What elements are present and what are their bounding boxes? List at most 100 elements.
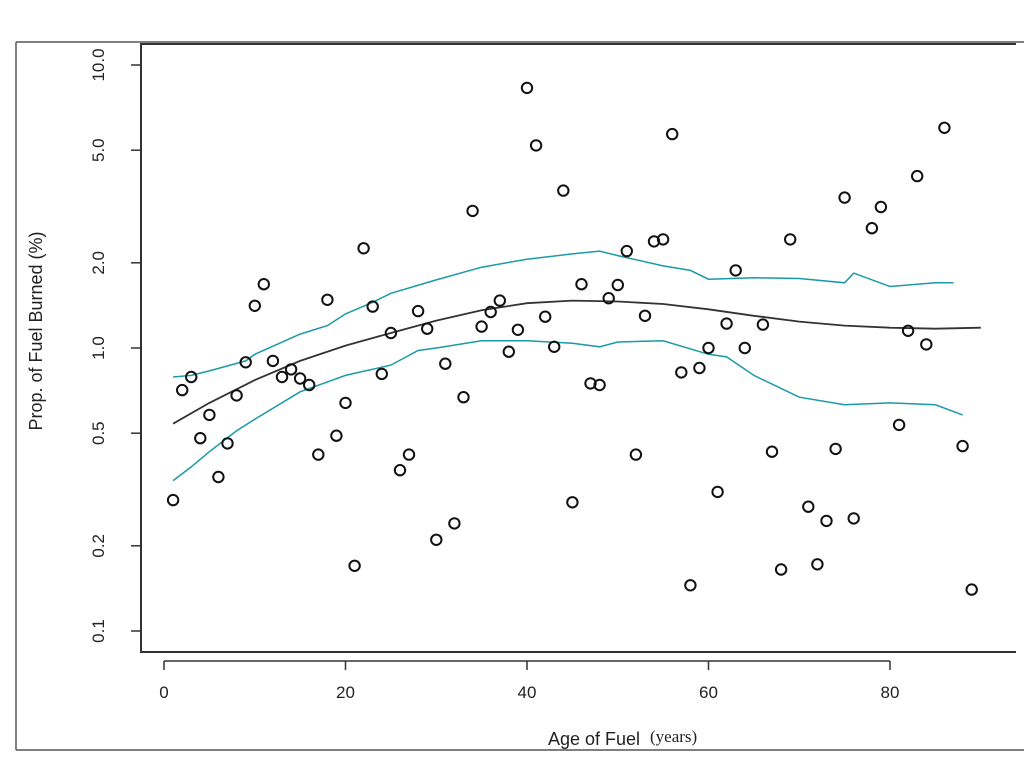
data-point <box>684 579 697 592</box>
data-point <box>239 356 252 369</box>
data-point <box>656 233 670 246</box>
data-point <box>384 326 398 340</box>
x-tick-label: 0 <box>159 683 168 702</box>
data-point <box>321 293 334 306</box>
y-tick-label: 10.0 <box>89 48 108 81</box>
y-tick-label: 5.0 <box>89 138 108 162</box>
data-point <box>266 354 280 368</box>
data-point <box>284 363 298 376</box>
data-point <box>511 323 525 336</box>
data-point <box>602 292 615 305</box>
data-point <box>303 378 316 392</box>
data-point <box>411 304 425 318</box>
data-point <box>720 317 733 330</box>
x-axis: 0 20 40 60 80 <box>159 660 900 702</box>
data-point <box>357 242 370 255</box>
data-point <box>275 370 289 384</box>
data-point <box>666 127 679 141</box>
data-point <box>811 558 824 571</box>
data-point <box>166 493 180 507</box>
data-point <box>230 389 243 402</box>
x-axis-unit: (years) <box>650 727 697 746</box>
confidence-band <box>172 250 963 482</box>
data-point <box>802 500 815 513</box>
data-point <box>557 184 570 197</box>
data-point <box>829 442 842 456</box>
data-point <box>784 233 797 246</box>
data-point <box>892 418 906 432</box>
data-point <box>693 361 706 375</box>
data-point <box>593 378 606 392</box>
y-axis: 0.1 0.2 0.5 1.0 2.0 5.0 10.0 <box>89 48 142 643</box>
data-point <box>566 496 579 509</box>
data-point <box>439 357 452 370</box>
data-point <box>402 448 416 461</box>
data-point <box>520 81 534 95</box>
data-point <box>575 278 588 291</box>
data-point <box>711 485 724 499</box>
data-point <box>475 320 488 333</box>
data-point <box>203 408 216 422</box>
data-point <box>901 324 915 337</box>
upper-confidence-line <box>173 250 954 378</box>
lower-confidence-line <box>172 340 963 482</box>
data-point <box>484 305 497 319</box>
data-point <box>911 169 924 183</box>
data-point <box>847 512 860 525</box>
data-point <box>339 396 352 410</box>
data-point <box>702 341 715 355</box>
data-point <box>820 514 833 528</box>
data-point <box>838 191 851 204</box>
y-axis-title: Prop. of Fuel Burned (%) <box>26 231 46 430</box>
data-point <box>348 559 361 572</box>
data-point <box>185 370 198 384</box>
x-tick-label: 40 <box>518 683 537 702</box>
data-point <box>756 318 770 331</box>
data-point <box>375 367 388 381</box>
data-point <box>493 294 506 307</box>
y-tick-label: 1.0 <box>89 336 108 360</box>
data-point <box>629 448 643 461</box>
x-tick-label: 60 <box>699 683 718 702</box>
data-point <box>312 448 325 461</box>
data-point <box>920 338 933 351</box>
y-tick-label: 0.2 <box>89 534 108 558</box>
data-point <box>393 464 407 477</box>
data-point <box>330 429 343 442</box>
data-point <box>212 470 225 484</box>
x-tick-label: 20 <box>336 683 355 702</box>
data-point <box>194 432 207 445</box>
data-point <box>874 200 888 214</box>
data-point <box>774 563 788 576</box>
y-tick-label: 0.5 <box>89 421 108 445</box>
data-point <box>176 383 189 397</box>
data-point <box>366 300 379 313</box>
x-axis-title: Age of Fuel <box>548 729 640 749</box>
y-tick-label: 2.0 <box>89 251 108 275</box>
fit-line <box>172 299 981 425</box>
data-points <box>166 81 978 596</box>
data-point <box>529 139 543 152</box>
data-point <box>257 278 270 291</box>
x-tick-label: 80 <box>881 683 900 702</box>
data-point <box>221 437 234 450</box>
data-point <box>738 341 751 355</box>
data-point <box>965 583 978 596</box>
data-point <box>430 533 443 546</box>
data-point <box>675 366 688 379</box>
data-point <box>611 278 624 292</box>
data-point <box>421 322 434 335</box>
data-point <box>539 310 552 323</box>
data-point <box>457 391 470 404</box>
data-point <box>638 309 652 322</box>
data-point <box>248 299 262 312</box>
y-tick-label: 0.1 <box>89 619 108 643</box>
plot-frame <box>140 43 1016 653</box>
data-point <box>938 121 951 135</box>
data-point <box>956 439 969 453</box>
data-point <box>448 517 461 530</box>
data-point <box>293 372 307 385</box>
data-point <box>548 340 561 353</box>
data-point <box>466 204 479 218</box>
